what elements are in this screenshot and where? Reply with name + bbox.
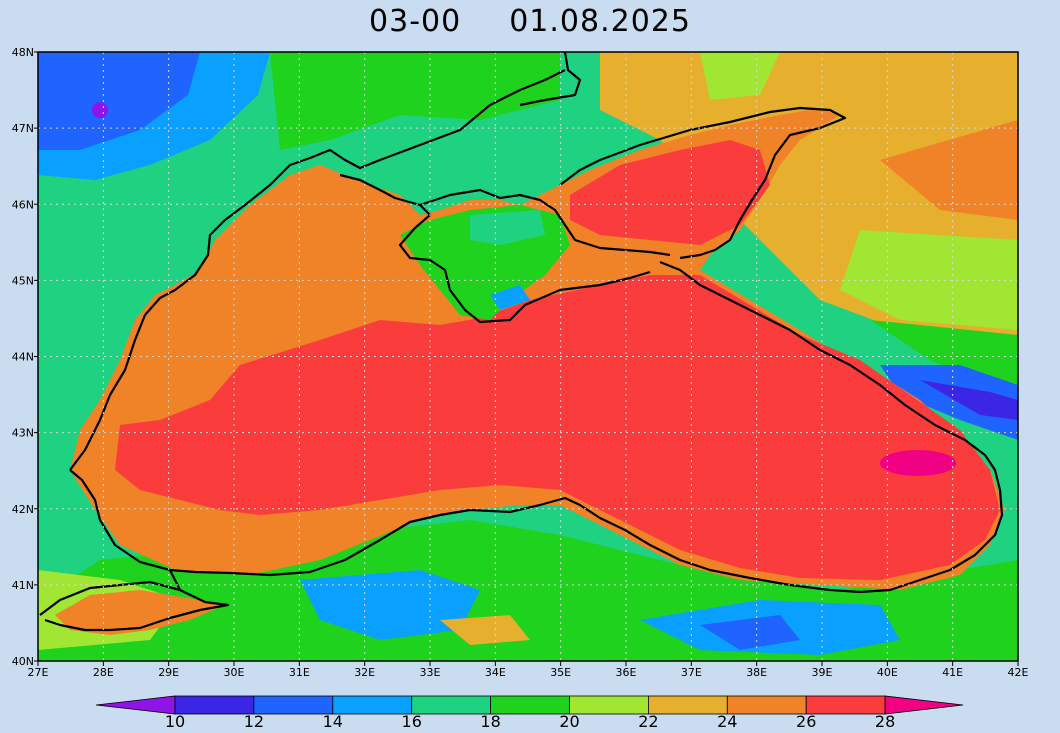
coast-south [69, 260, 1004, 594]
colorbar-segment [726, 695, 807, 715]
title-time: 03-00 [369, 4, 462, 39]
field-nw-spot [92, 102, 108, 118]
coastline [39, 52, 1004, 632]
field-marmara [55, 590, 225, 635]
field-east-cold [880, 365, 1018, 440]
coast-azov [559, 106, 847, 260]
colorbar-segment [490, 695, 570, 715]
field-ne-orange [880, 120, 1018, 220]
lat-tick-label: 44N [12, 351, 34, 364]
lon-tick-label: 37E [681, 666, 702, 679]
colorbar-segment [411, 695, 492, 715]
title-date: 01.08.2025 [509, 4, 691, 39]
lon-tick-label: 34E [485, 666, 506, 679]
field-crimea-cool [490, 285, 530, 310]
lat-tick-label: 46N [12, 198, 34, 211]
colorbar-label: 10 [165, 712, 185, 731]
colorbar-max-arrow [884, 695, 964, 715]
lon-tick-label: 36E [616, 666, 637, 679]
colorbar-min-arrow [95, 695, 176, 715]
lat-tick-label: 40N [12, 655, 34, 668]
longitude-ticks: 27E 28E 29E 30E 31E 32E 33E 34E 35E 36E 37E 38E 39E 4… [28, 661, 1029, 679]
lon-tick-label: 31E [289, 666, 310, 679]
lon-tick-label: 35E [550, 666, 571, 679]
colorbar-label: 20 [559, 712, 579, 731]
map-title: 03-00 01.08.2025 [0, 4, 1060, 39]
field-south-cold [700, 615, 800, 650]
field-east-colder [920, 380, 1018, 420]
lon-tick-label: 27E [28, 666, 49, 679]
coast-marmara [39, 580, 230, 632]
temperature-field [38, 52, 1018, 661]
colorbar-label: 16 [402, 712, 422, 731]
lat-tick-label: 41N [12, 579, 34, 592]
field-sea-hot [115, 275, 1000, 580]
field-south-warm [440, 615, 530, 645]
field-crimea-north [470, 210, 545, 245]
colorbar-label: 14 [323, 712, 343, 731]
lat-tick-label: 48N [12, 46, 34, 59]
lon-tick-label: 40E [877, 666, 898, 679]
lon-tick-label: 29E [158, 666, 179, 679]
field-east-light [840, 230, 1018, 330]
coast-crimea-south [339, 173, 651, 324]
lat-tick-label: 43N [12, 427, 34, 440]
field-azov-hot [570, 140, 770, 245]
colorbar-label: 24 [717, 712, 737, 731]
lon-tick-label: 33E [420, 666, 441, 679]
lon-tick-label: 39E [812, 666, 833, 679]
colorbar-segment [569, 695, 649, 715]
field-dnipro-bay [380, 145, 500, 185]
colorbar-label: 12 [244, 712, 264, 731]
lon-tick-label: 38E [746, 666, 767, 679]
field-north-green [270, 52, 560, 150]
latitude-ticks: 40N 41N 42N 43N 44N 45N 46N 47N 48N [12, 46, 38, 668]
lon-tick-label: 30E [224, 666, 245, 679]
field-nw-cold [38, 52, 200, 150]
colorbar: 10 12 14 16 18 20 22 24 26 28 [95, 695, 964, 731]
lat-tick-label: 47N [12, 122, 34, 135]
lon-tick-label: 41E [942, 666, 963, 679]
field-sea-hotspot [880, 450, 956, 476]
colorbar-segment [174, 695, 255, 715]
field-south-cool1 [300, 570, 480, 640]
colorbar-segment [805, 695, 886, 715]
field-ne-light [700, 52, 780, 100]
coast-crimea-north [419, 188, 671, 257]
coast-bosphorus [169, 569, 181, 591]
lon-tick-label: 32E [354, 666, 375, 679]
colorbar-label: 18 [480, 712, 500, 731]
colorbar-segment [648, 695, 728, 715]
colorbar-label: 22 [638, 712, 658, 731]
lon-tick-label: 42E [1008, 666, 1029, 679]
lon-tick-label: 28E [93, 666, 114, 679]
colorbar-segment [332, 695, 413, 715]
lat-tick-label: 45N [12, 274, 34, 287]
colorbar-label: 28 [875, 712, 895, 731]
colorbar-segment [253, 695, 334, 715]
grid-lines [38, 52, 1018, 661]
lat-tick-label: 42N [12, 503, 34, 516]
coast-northwest [69, 69, 566, 471]
coast-azov-north-inlet [519, 52, 582, 107]
colorbar-label: 26 [796, 712, 816, 731]
